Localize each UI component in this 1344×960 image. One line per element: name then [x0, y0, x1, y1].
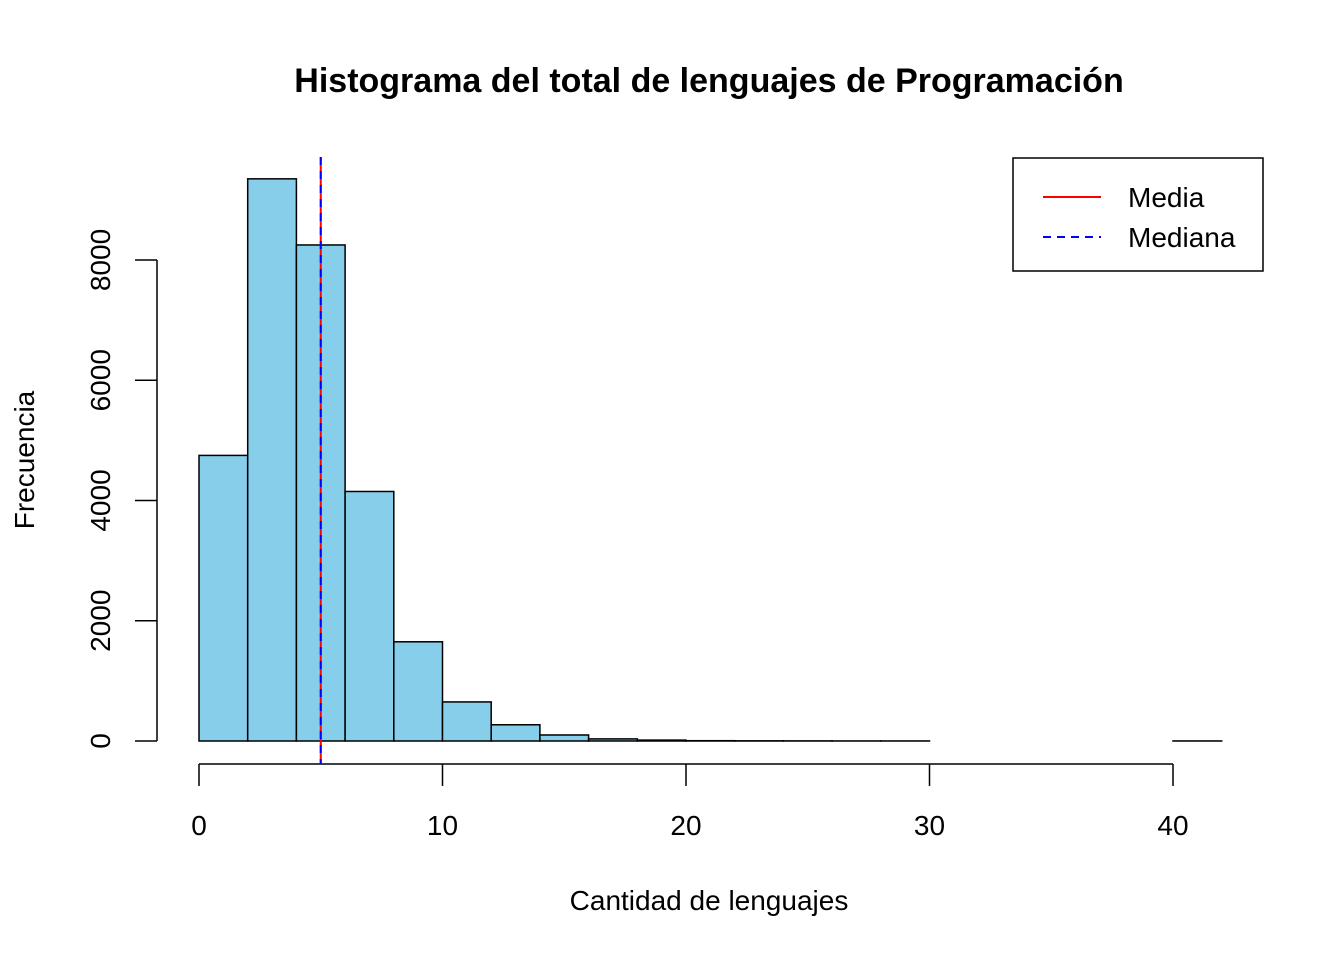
y-tick-label: 8000 — [85, 229, 116, 291]
x-tick-label: 30 — [914, 810, 945, 841]
histogram-bar — [393, 641, 444, 742]
chart-title: Histograma del total de lenguajes de Pro… — [294, 62, 1123, 100]
histogram-bar — [490, 724, 541, 742]
legend-media-label: Media — [1128, 182, 1205, 213]
histogram-bar — [636, 739, 687, 742]
y-tick-label: 2000 — [85, 590, 116, 652]
histogram-bar — [198, 454, 249, 742]
x-tick-label: 10 — [427, 810, 458, 841]
histogram-bar — [246, 178, 298, 742]
y-tick-label: 4000 — [85, 469, 116, 531]
x-tick-label: 20 — [670, 810, 701, 841]
histogram-bar — [441, 701, 492, 742]
y-axis: 0 2000 4000 6000 8000 — [85, 229, 158, 749]
histogram-bar — [587, 738, 639, 742]
y-tick-label: 6000 — [85, 349, 116, 411]
y-tick-label: 0 — [85, 733, 116, 749]
x-tick-label: 0 — [191, 810, 207, 841]
legend: Media Mediana — [1012, 157, 1264, 272]
histogram-bar — [539, 734, 590, 742]
y-axis-label: Frecuencia — [9, 390, 40, 529]
x-axis: 0 10 20 30 40 — [191, 763, 1189, 841]
legend-mediana-label: Mediana — [1128, 222, 1236, 253]
x-axis-label: Cantidad de lenguajes — [570, 885, 849, 916]
histogram-bar — [344, 490, 395, 742]
x-tick-label: 40 — [1157, 810, 1188, 841]
legend-box — [1012, 157, 1264, 272]
